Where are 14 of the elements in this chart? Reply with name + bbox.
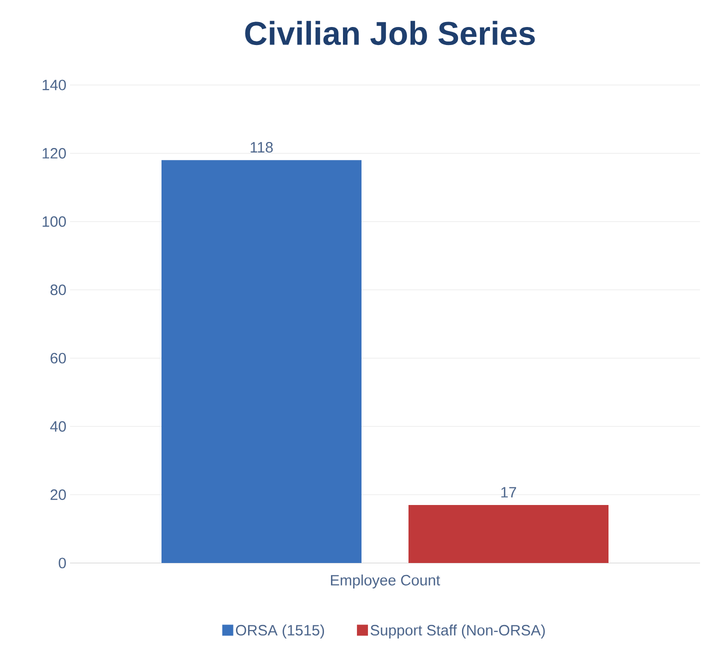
y-tick-label: 0 bbox=[58, 558, 66, 568]
y-tick-label: 100 bbox=[42, 216, 66, 227]
legend-label: Support Staff (Non-ORSA) bbox=[370, 624, 545, 638]
chart-title: Civilian Job Series bbox=[245, 20, 535, 46]
y-tick-label: 60 bbox=[50, 352, 66, 364]
y-tick-label: 80 bbox=[50, 284, 66, 296]
y-tick-label: 40 bbox=[50, 421, 66, 432]
y-tick-label: 140 bbox=[42, 80, 66, 90]
data-label: 17 bbox=[501, 487, 516, 498]
legend-label: ORSA (1515) bbox=[236, 624, 324, 638]
x-tick-label: Employee Count bbox=[330, 574, 440, 588]
y-tick-label: 20 bbox=[50, 489, 66, 500]
y-tick-label: 120 bbox=[42, 148, 66, 159]
data-label: 118 bbox=[250, 142, 273, 153]
